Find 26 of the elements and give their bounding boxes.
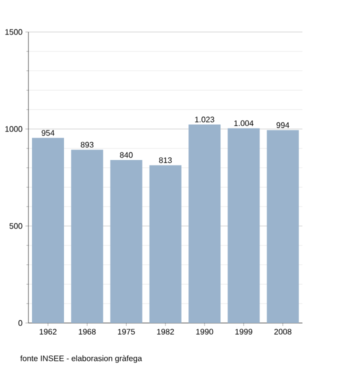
bar — [266, 130, 299, 323]
x-tick-label: 1962 — [40, 328, 56, 335]
bar — [149, 165, 182, 323]
source-note: fonte INSEE - elaborasion gràfega — [20, 355, 142, 363]
x-tick-label: 1982 — [157, 328, 174, 335]
x-tick-label: 1968 — [78, 328, 96, 335]
y-tick-label: 1000 — [5, 126, 22, 132]
x-tick-label: 1975 — [118, 328, 135, 335]
x-tick-label: 1999 — [235, 328, 252, 335]
data-label: 893 — [80, 142, 94, 148]
y-tick-label: 500 — [10, 223, 22, 229]
bar — [188, 124, 221, 323]
data-label: 813 — [159, 157, 172, 164]
bar — [228, 128, 260, 323]
y-tick-label: 1500 — [5, 29, 22, 35]
y-tick-label: 0 — [18, 320, 22, 326]
data-label: 1.004 — [234, 120, 254, 126]
data-label: 840 — [120, 152, 133, 158]
x-tick-label: 1990 — [196, 328, 214, 335]
bar — [110, 160, 142, 323]
data-label: 994 — [276, 122, 290, 128]
bar — [71, 150, 104, 323]
data-label: 1.023 — [195, 116, 214, 122]
bar — [32, 138, 64, 323]
x-tick-label: 2008 — [274, 328, 292, 335]
data-label: 954 — [42, 130, 54, 136]
